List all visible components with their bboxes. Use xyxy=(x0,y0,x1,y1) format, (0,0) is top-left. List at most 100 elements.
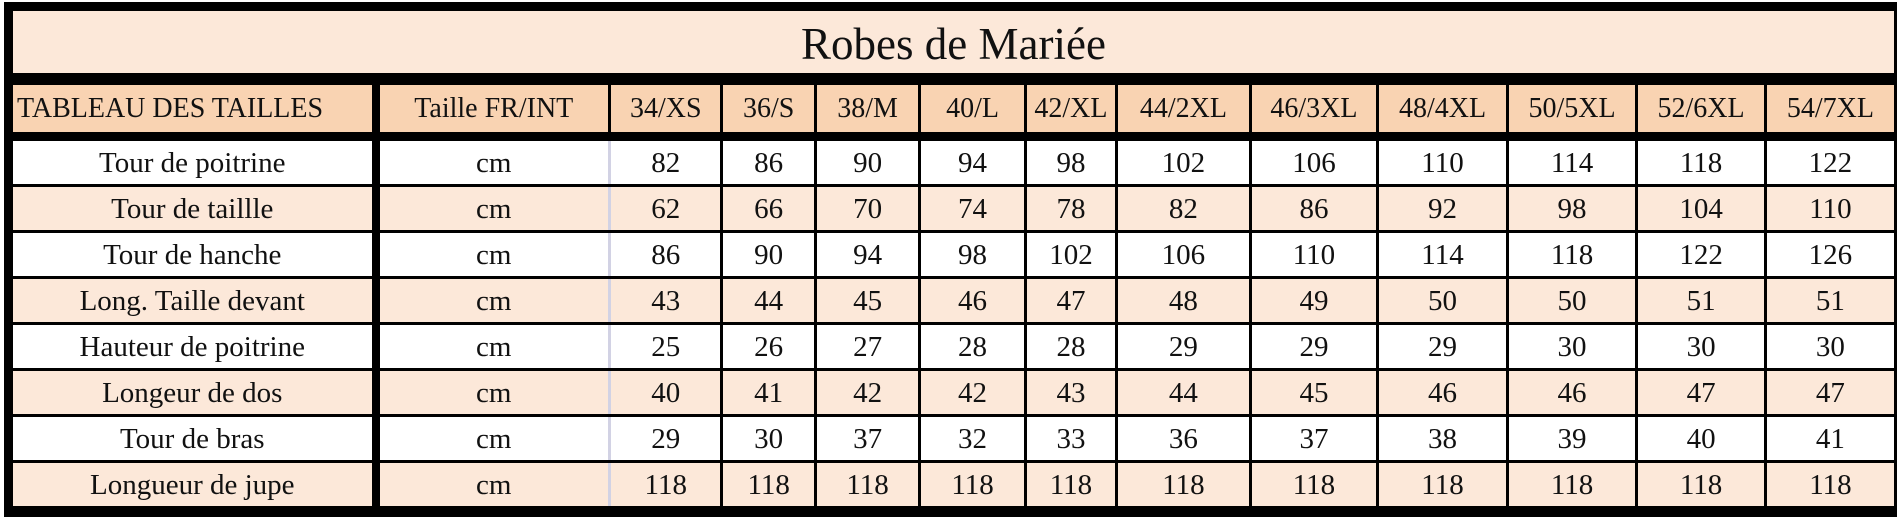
value-cell: 104 xyxy=(1635,184,1767,233)
value-cell: 98 xyxy=(1023,135,1119,187)
value-cell: 38 xyxy=(1376,414,1509,463)
table-row: Hauteur de poitrine cm 25 26 27 28 28 29 29 29 30 3… xyxy=(13,322,1894,371)
size-header: 38/M xyxy=(813,82,922,141)
value-cell: 118 xyxy=(720,460,817,506)
measurement-label: Hauteur de poitrine xyxy=(13,322,380,371)
value-cell: 122 xyxy=(1635,230,1767,279)
unit-cell: cm xyxy=(374,184,612,233)
value-cell: 118 xyxy=(1505,230,1639,279)
value-cell: 94 xyxy=(918,135,1027,187)
value-cell: 30 xyxy=(1505,322,1639,371)
value-cell: 41 xyxy=(1763,414,1894,463)
value-cell: 47 xyxy=(1635,368,1767,417)
value-cell: 28 xyxy=(1023,322,1119,371)
value-cell: 106 xyxy=(1115,230,1252,279)
value-cell: 78 xyxy=(1023,184,1119,233)
table-row: Longeur de dos cm 40 41 42 42 43 44 45 46 46 47 47 xyxy=(13,368,1894,417)
size-header: 52/6XL xyxy=(1635,82,1767,141)
value-cell: 118 xyxy=(1376,460,1509,506)
value-cell: 102 xyxy=(1115,135,1252,187)
value-cell: 26 xyxy=(720,322,817,371)
value-cell: 48 xyxy=(1115,276,1252,325)
size-header: 48/4XL xyxy=(1376,82,1509,141)
measurement-label: Tour de taillle xyxy=(13,184,380,233)
value-cell: 40 xyxy=(1635,414,1767,463)
table-row: Tour de hanche cm 86 90 94 98 102 106 110 114 118 1… xyxy=(13,230,1894,279)
value-cell: 44 xyxy=(1115,368,1252,417)
value-cell: 32 xyxy=(918,414,1027,463)
value-cell: 37 xyxy=(1248,414,1380,463)
value-cell: 30 xyxy=(720,414,817,463)
value-cell: 118 xyxy=(1115,460,1252,506)
value-cell: 118 xyxy=(1763,460,1894,506)
value-cell: 66 xyxy=(720,184,817,233)
value-cell: 102 xyxy=(1023,230,1119,279)
value-cell: 110 xyxy=(1248,230,1380,279)
value-cell: 92 xyxy=(1376,184,1509,233)
value-cell: 29 xyxy=(1115,322,1252,371)
value-cell: 46 xyxy=(1505,368,1639,417)
unit-cell: cm xyxy=(374,230,612,279)
value-cell: 82 xyxy=(608,135,724,187)
value-cell: 118 xyxy=(1248,460,1380,506)
value-cell: 43 xyxy=(608,276,724,325)
value-cell: 86 xyxy=(720,135,817,187)
size-header: 54/7XL xyxy=(1763,82,1894,141)
value-cell: 30 xyxy=(1763,322,1894,371)
value-cell: 51 xyxy=(1763,276,1894,325)
value-cell: 50 xyxy=(1376,276,1509,325)
value-cell: 98 xyxy=(918,230,1027,279)
value-cell: 118 xyxy=(608,460,724,506)
table-row: Long. Taille devant cm 43 44 45 46 47 48 49 50 50 5… xyxy=(13,276,1894,325)
value-cell: 118 xyxy=(1635,135,1767,187)
size-header: 42/XL xyxy=(1023,82,1119,141)
unit-cell: cm xyxy=(374,414,612,463)
value-cell: 25 xyxy=(608,322,724,371)
value-cell: 122 xyxy=(1763,135,1894,187)
size-header: 36/S xyxy=(720,82,817,141)
value-cell: 70 xyxy=(813,184,922,233)
measurement-label: Long. Taille devant xyxy=(13,276,380,325)
measurement-label: Longueur de jupe xyxy=(13,460,380,506)
value-cell: 28 xyxy=(918,322,1027,371)
value-cell: 30 xyxy=(1635,322,1767,371)
value-cell: 106 xyxy=(1248,135,1380,187)
value-cell: 118 xyxy=(1023,460,1119,506)
value-cell: 42 xyxy=(813,368,922,417)
value-cell: 37 xyxy=(813,414,922,463)
value-cell: 74 xyxy=(918,184,1027,233)
unit-column-header: Taille FR/INT xyxy=(374,82,612,141)
value-cell: 110 xyxy=(1376,135,1509,187)
value-cell: 41 xyxy=(720,368,817,417)
value-cell: 110 xyxy=(1763,184,1894,233)
value-cell: 27 xyxy=(813,322,922,371)
value-cell: 50 xyxy=(1505,276,1639,325)
value-cell: 82 xyxy=(1115,184,1252,233)
measurement-label: Longeur de dos xyxy=(13,368,380,417)
value-cell: 33 xyxy=(1023,414,1119,463)
size-header: 50/5XL xyxy=(1505,82,1639,141)
value-cell: 45 xyxy=(813,276,922,325)
value-cell: 44 xyxy=(720,276,817,325)
size-chart: Robes de Mariée TABLEAU DES TAILLES Taill… xyxy=(4,2,1897,517)
value-cell: 118 xyxy=(1635,460,1767,506)
header-row: TABLEAU DES TAILLES Taille FR/INT 34/XS 36/… xyxy=(13,82,1894,141)
size-table: TABLEAU DES TAILLES Taille FR/INT 34/XS 36/… xyxy=(13,82,1894,506)
value-cell: 90 xyxy=(720,230,817,279)
size-header: 34/XS xyxy=(608,82,724,141)
unit-cell: cm xyxy=(374,276,612,325)
value-cell: 51 xyxy=(1635,276,1767,325)
value-cell: 62 xyxy=(608,184,724,233)
value-cell: 114 xyxy=(1505,135,1639,187)
value-cell: 29 xyxy=(1248,322,1380,371)
table-row: Tour de poitrine cm 82 86 90 94 98 102 106 110 114… xyxy=(13,135,1894,187)
value-cell: 86 xyxy=(608,230,724,279)
table-row: Tour de bras cm 29 30 37 32 33 36 37 38 39 40 41 xyxy=(13,414,1894,463)
value-cell: 29 xyxy=(1376,322,1509,371)
value-cell: 118 xyxy=(813,460,922,506)
table-row: Tour de taillle cm 62 66 70 74 78 82 86 92 98 104 11… xyxy=(13,184,1894,233)
value-cell: 45 xyxy=(1248,368,1380,417)
size-header: 44/2XL xyxy=(1115,82,1252,141)
value-cell: 40 xyxy=(608,368,724,417)
value-cell: 49 xyxy=(1248,276,1380,325)
